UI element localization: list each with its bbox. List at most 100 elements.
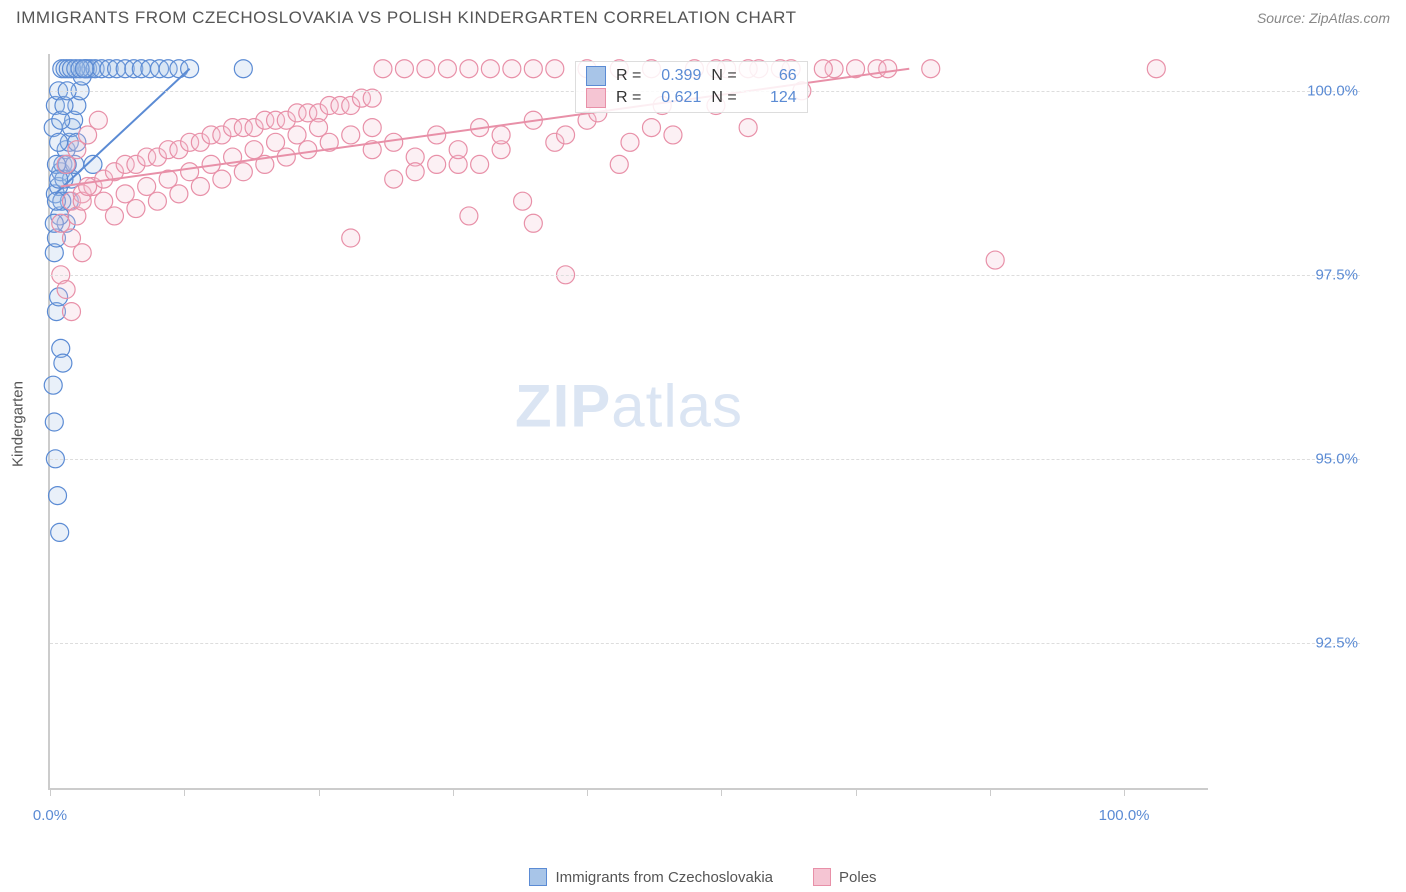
scatter-point-poles bbox=[664, 126, 682, 144]
stats-row-czech: R = 0.399 N = 66 bbox=[586, 66, 797, 86]
chart-container: Kindergarten ZIPatlas 92.5%95.0%97.5%100… bbox=[48, 54, 1358, 794]
stats-n-value-czech: 66 bbox=[747, 67, 797, 85]
stats-n-label: N = bbox=[711, 67, 736, 85]
scatter-point-czech bbox=[75, 60, 93, 78]
scatter-point-poles bbox=[170, 185, 188, 203]
stats-n-label: N = bbox=[711, 89, 736, 107]
scatter-point-poles bbox=[57, 281, 75, 299]
ytick-label: 97.5% bbox=[1218, 266, 1358, 283]
scatter-point-poles bbox=[191, 177, 209, 195]
xtick bbox=[184, 788, 185, 796]
chart-title: IMMIGRANTS FROM CZECHOSLOVAKIA VS POLISH… bbox=[16, 8, 796, 28]
scatter-point-poles bbox=[213, 170, 231, 188]
xtick bbox=[856, 788, 857, 796]
scatter-point-poles bbox=[342, 126, 360, 144]
xtick bbox=[990, 788, 991, 796]
scatter-point-poles bbox=[879, 60, 897, 78]
scatter-point-poles bbox=[342, 229, 360, 247]
scatter-point-poles bbox=[395, 60, 413, 78]
scatter-point-poles bbox=[449, 141, 467, 159]
legend-swatch-poles bbox=[813, 868, 831, 886]
scatter-point-poles bbox=[79, 177, 97, 195]
scatter-point-poles bbox=[492, 126, 510, 144]
scatter-point-poles bbox=[471, 155, 489, 173]
scatter-point-poles bbox=[385, 170, 403, 188]
scatter-point-poles bbox=[428, 155, 446, 173]
scatter-point-poles bbox=[610, 155, 628, 173]
scatter-point-poles bbox=[62, 303, 80, 321]
stats-r-value-poles: 0.621 bbox=[651, 89, 701, 107]
scatter-point-czech bbox=[51, 523, 69, 541]
xtick-label: 0.0% bbox=[33, 807, 67, 824]
scatter-point-poles bbox=[89, 111, 107, 129]
scatter-point-poles bbox=[105, 207, 123, 225]
scatter-point-poles bbox=[234, 163, 252, 181]
legend-bottom: Immigrants from Czechoslovakia Poles bbox=[0, 868, 1406, 886]
scatter-point-poles bbox=[374, 60, 392, 78]
gridline-h bbox=[50, 643, 1360, 644]
scatter-point-poles bbox=[621, 133, 639, 151]
scatter-point-poles bbox=[524, 214, 542, 232]
scatter-point-poles bbox=[363, 89, 381, 107]
xtick bbox=[319, 788, 320, 796]
scatter-point-poles bbox=[642, 119, 660, 137]
stats-r-label: R = bbox=[616, 89, 641, 107]
source-attribution: Source: ZipAtlas.com bbox=[1257, 10, 1390, 26]
scatter-point-poles bbox=[460, 207, 478, 225]
scatter-point-poles bbox=[922, 60, 940, 78]
xtick-label: 100.0% bbox=[1099, 807, 1150, 824]
scatter-point-czech bbox=[50, 133, 68, 151]
ytick-label: 95.0% bbox=[1218, 450, 1358, 467]
gridline-h bbox=[50, 275, 1360, 276]
xtick bbox=[453, 788, 454, 796]
scatter-point-poles bbox=[986, 251, 1004, 269]
scatter-point-poles bbox=[73, 244, 91, 262]
xtick bbox=[721, 788, 722, 796]
xtick bbox=[1124, 788, 1125, 796]
scatter-point-poles bbox=[460, 60, 478, 78]
stats-box: R = 0.399 N = 66 R = 0.621 N = 124 bbox=[575, 61, 808, 113]
scatter-point-poles bbox=[514, 192, 532, 210]
legend-label-czech: Immigrants from Czechoslovakia bbox=[555, 869, 773, 886]
stats-row-poles: R = 0.621 N = 124 bbox=[586, 88, 797, 108]
y-axis-label: Kindergarten bbox=[10, 381, 27, 467]
scatter-point-poles bbox=[1147, 60, 1165, 78]
legend-label-poles: Poles bbox=[839, 869, 877, 886]
scatter-point-poles bbox=[299, 141, 317, 159]
xtick bbox=[587, 788, 588, 796]
scatter-point-poles bbox=[481, 60, 499, 78]
scatter-point-poles bbox=[363, 119, 381, 137]
legend-item-poles: Poles bbox=[813, 868, 877, 886]
scatter-point-poles bbox=[546, 60, 564, 78]
stats-swatch-poles bbox=[586, 88, 606, 108]
scatter-point-poles bbox=[503, 60, 521, 78]
scatter-point-czech bbox=[49, 487, 67, 505]
scatter-point-poles bbox=[406, 163, 424, 181]
legend-item-czech: Immigrants from Czechoslovakia bbox=[529, 868, 773, 886]
plot-area: ZIPatlas 92.5%95.0%97.5%100.0%0.0%100.0%… bbox=[48, 54, 1208, 790]
stats-r-value-czech: 0.399 bbox=[651, 67, 701, 85]
plot-svg bbox=[50, 54, 1210, 790]
scatter-point-poles bbox=[385, 133, 403, 151]
stats-n-value-poles: 124 bbox=[747, 89, 797, 107]
gridline-h bbox=[50, 459, 1360, 460]
stats-r-label: R = bbox=[616, 67, 641, 85]
scatter-point-czech bbox=[44, 376, 62, 394]
xtick bbox=[50, 788, 51, 796]
scatter-point-czech bbox=[234, 60, 252, 78]
scatter-point-poles bbox=[739, 119, 757, 137]
scatter-point-czech bbox=[54, 354, 72, 372]
stats-swatch-czech bbox=[586, 66, 606, 86]
scatter-point-poles bbox=[438, 60, 456, 78]
ytick-label: 100.0% bbox=[1218, 82, 1358, 99]
scatter-point-poles bbox=[127, 200, 145, 218]
scatter-point-poles bbox=[557, 126, 575, 144]
ytick-label: 92.5% bbox=[1218, 634, 1358, 651]
scatter-point-poles bbox=[814, 60, 832, 78]
scatter-point-poles bbox=[524, 60, 542, 78]
scatter-point-poles bbox=[417, 60, 435, 78]
legend-swatch-czech bbox=[529, 868, 547, 886]
scatter-point-czech bbox=[45, 413, 63, 431]
scatter-point-poles bbox=[148, 192, 166, 210]
chart-header: IMMIGRANTS FROM CZECHOSLOVAKIA VS POLISH… bbox=[0, 0, 1406, 32]
